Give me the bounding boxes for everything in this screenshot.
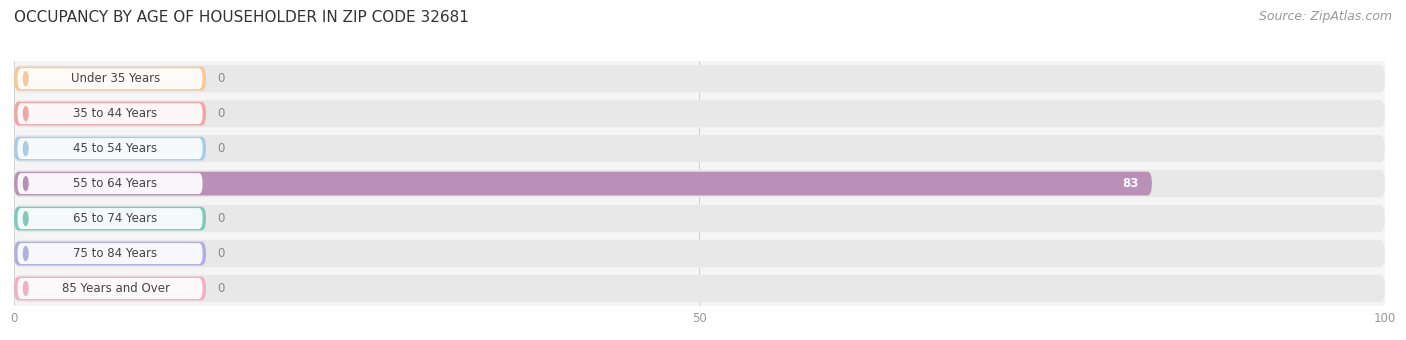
Text: 83: 83 <box>1122 177 1139 190</box>
Text: OCCUPANCY BY AGE OF HOUSEHOLDER IN ZIP CODE 32681: OCCUPANCY BY AGE OF HOUSEHOLDER IN ZIP C… <box>14 10 470 25</box>
Text: 0: 0 <box>217 142 225 155</box>
Text: 0: 0 <box>217 247 225 260</box>
FancyBboxPatch shape <box>14 102 207 125</box>
FancyBboxPatch shape <box>14 242 207 266</box>
Text: Under 35 Years: Under 35 Years <box>70 72 160 85</box>
Text: 0: 0 <box>217 212 225 225</box>
FancyBboxPatch shape <box>17 103 202 124</box>
Text: 0: 0 <box>217 107 225 120</box>
Text: 65 to 74 Years: 65 to 74 Years <box>73 212 157 225</box>
FancyBboxPatch shape <box>17 68 202 89</box>
FancyBboxPatch shape <box>14 135 1385 162</box>
FancyBboxPatch shape <box>17 138 202 159</box>
Text: 35 to 44 Years: 35 to 44 Years <box>73 107 157 120</box>
Circle shape <box>22 106 28 121</box>
FancyBboxPatch shape <box>14 207 207 231</box>
FancyBboxPatch shape <box>14 240 1385 267</box>
FancyBboxPatch shape <box>14 275 1385 302</box>
FancyBboxPatch shape <box>14 172 1152 195</box>
Circle shape <box>22 176 28 191</box>
FancyBboxPatch shape <box>17 243 202 264</box>
FancyBboxPatch shape <box>14 170 1385 197</box>
Circle shape <box>22 246 28 261</box>
Circle shape <box>22 141 28 156</box>
Circle shape <box>22 211 28 226</box>
Text: 75 to 84 Years: 75 to 84 Years <box>73 247 157 260</box>
FancyBboxPatch shape <box>14 205 1385 232</box>
FancyBboxPatch shape <box>17 208 202 229</box>
Text: 0: 0 <box>217 72 225 85</box>
Circle shape <box>22 281 28 296</box>
FancyBboxPatch shape <box>14 67 207 90</box>
Text: 85 Years and Over: 85 Years and Over <box>62 282 170 295</box>
Circle shape <box>22 71 28 86</box>
FancyBboxPatch shape <box>17 173 202 194</box>
FancyBboxPatch shape <box>14 137 207 160</box>
Text: 55 to 64 Years: 55 to 64 Years <box>73 177 157 190</box>
Text: 0: 0 <box>217 282 225 295</box>
FancyBboxPatch shape <box>14 277 207 301</box>
FancyBboxPatch shape <box>14 100 1385 127</box>
FancyBboxPatch shape <box>14 65 1385 92</box>
FancyBboxPatch shape <box>17 278 202 299</box>
Text: Source: ZipAtlas.com: Source: ZipAtlas.com <box>1258 10 1392 23</box>
Text: 45 to 54 Years: 45 to 54 Years <box>73 142 157 155</box>
